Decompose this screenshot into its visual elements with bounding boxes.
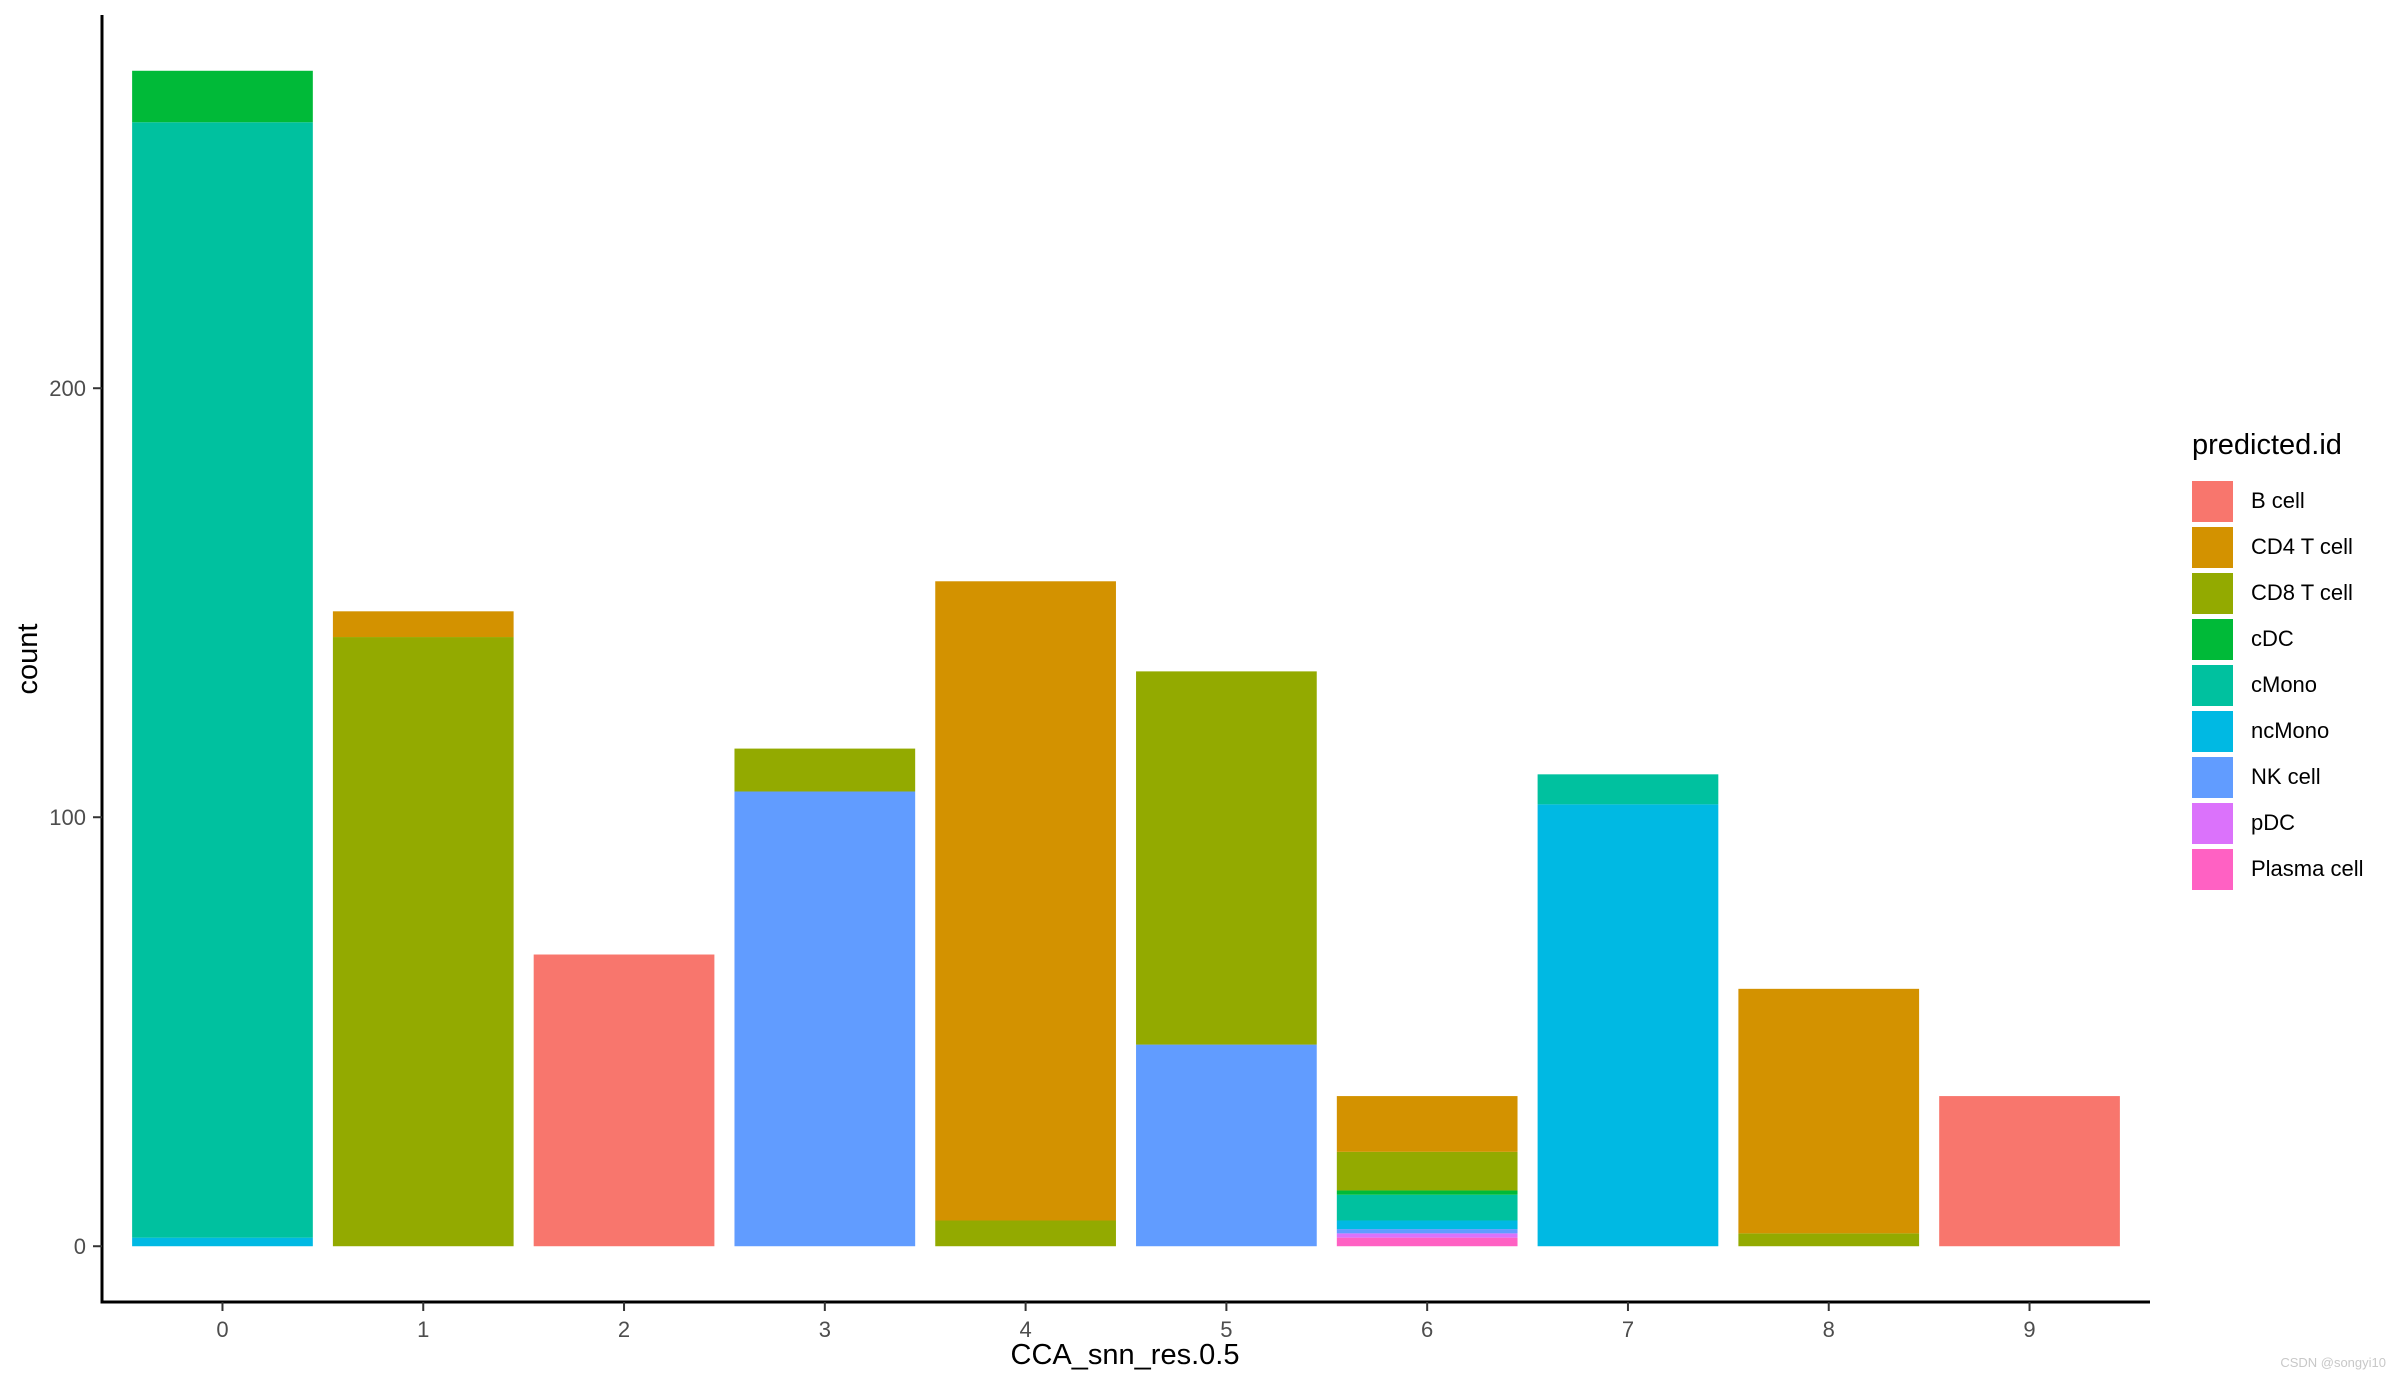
- legend-title: predicted.id: [2192, 429, 2342, 461]
- bar-segment-0-cmono: [132, 122, 313, 1238]
- legend-label: Plasma cell: [2251, 856, 2364, 881]
- x-tick-label: 8: [1823, 1317, 1835, 1342]
- legend-swatch: [2192, 572, 2233, 614]
- bar-segment-3-nk-cell: [734, 791, 916, 1247]
- x-tick-label: 6: [1421, 1317, 1433, 1342]
- x-tick-label: 4: [1019, 1317, 1031, 1342]
- bar-segment-6-pdc: [1336, 1233, 1518, 1238]
- bar-segment-3-cd8-t-cell: [734, 748, 916, 792]
- x-axis-ticks: 0 1 2 3 4 5 6 7 8 9: [216, 1302, 2036, 1342]
- legend-label: pDC: [2251, 810, 2296, 835]
- x-tick-label: 3: [819, 1317, 831, 1342]
- bars-layer: [132, 70, 2120, 1247]
- x-tick-label: 0: [216, 1317, 228, 1342]
- bar-segment-8-cd8-t-cell: [1738, 1233, 1920, 1247]
- watermark: CSDN @songyi10: [2280, 1355, 2386, 1370]
- legend-swatch: [2192, 710, 2233, 752]
- bar-segment-6-plasma-cell: [1336, 1237, 1518, 1247]
- legend-item: Plasma cell: [2192, 846, 2363, 892]
- legend-label: ncMono: [2251, 718, 2330, 743]
- legend-item: pDC: [2192, 800, 2363, 846]
- y-tick-label: 200: [49, 376, 86, 401]
- x-tick-label: 7: [1622, 1317, 1634, 1342]
- bar-segment-2-b-cell: [533, 954, 715, 1247]
- legend-swatch: [2192, 526, 2233, 568]
- bar-segment-6-cdc: [1336, 1190, 1518, 1195]
- legend-item: cMono: [2192, 662, 2363, 708]
- x-tick-label: 9: [2023, 1317, 2035, 1342]
- legend-label: CD4 T cell: [2251, 534, 2353, 559]
- x-axis-title: CCA_snn_res.0.5: [1011, 1339, 1240, 1371]
- y-tick-label: 100: [49, 805, 86, 830]
- legend: predicted.id B cell CD4 T cell CD8 T cell c…: [2192, 428, 2363, 892]
- bar-segment-6-ncmono: [1336, 1220, 1518, 1230]
- bar-segment-0-ncmono: [132, 1237, 313, 1247]
- legend-label: CD8 T cell: [2251, 580, 2353, 605]
- bar-segment-9-b-cell: [1939, 1096, 2120, 1247]
- bar-segment-7-cmono: [1537, 774, 1719, 805]
- legend-label: cMono: [2251, 672, 2318, 697]
- bar-segment-5-nk-cell: [1136, 1044, 1317, 1247]
- legend-swatch: [2192, 664, 2233, 706]
- legend-item: B cell: [2192, 478, 2363, 524]
- x-tick-label: 5: [1220, 1317, 1232, 1342]
- bar-segment-5-cd8-t-cell: [1136, 671, 1317, 1045]
- bar-segment-1-cd4-t-cell: [332, 611, 514, 638]
- legend-items: B cell CD4 T cell CD8 T cell cDC cMono ncMono…: [2192, 478, 2363, 892]
- bar-segment-4-cd4-t-cell: [935, 581, 1116, 1221]
- legend-label: cDC: [2251, 626, 2294, 651]
- bar-segment-0-cdc: [132, 70, 313, 123]
- legend-label: B cell: [2251, 488, 2305, 513]
- bar-segment-6-cd4-t-cell: [1336, 1096, 1518, 1152]
- legend-item: CD4 T cell: [2192, 524, 2363, 570]
- bar-segment-7-ncmono: [1537, 804, 1719, 1247]
- legend-item: NK cell: [2192, 754, 2363, 800]
- y-tick-label: 0: [74, 1234, 86, 1259]
- legend-item: ncMono: [2192, 708, 2363, 754]
- legend-item: CD8 T cell: [2192, 570, 2363, 616]
- legend-swatch: [2192, 848, 2233, 890]
- bar-segment-1-cd8-t-cell: [332, 637, 514, 1247]
- bar-segment-6-nk-cell: [1336, 1229, 1518, 1234]
- x-tick-label: 1: [417, 1317, 429, 1342]
- x-tick-label: 2: [618, 1317, 630, 1342]
- legend-swatch: [2192, 756, 2233, 798]
- bar-segment-4-cd8-t-cell: [935, 1220, 1116, 1247]
- legend-item: cDC: [2192, 616, 2363, 662]
- y-axis-ticks: 0 100 200: [49, 376, 102, 1259]
- y-axis-title: count: [12, 624, 44, 695]
- legend-swatch: [2192, 480, 2233, 522]
- legend-swatch: [2192, 618, 2233, 660]
- bar-segment-6-cd8-t-cell: [1336, 1151, 1518, 1191]
- bar-segment-8-cd4-t-cell: [1738, 988, 1920, 1234]
- legend-swatch: [2192, 802, 2233, 844]
- bar-segment-6-cmono: [1336, 1194, 1518, 1221]
- legend-label: NK cell: [2251, 764, 2321, 789]
